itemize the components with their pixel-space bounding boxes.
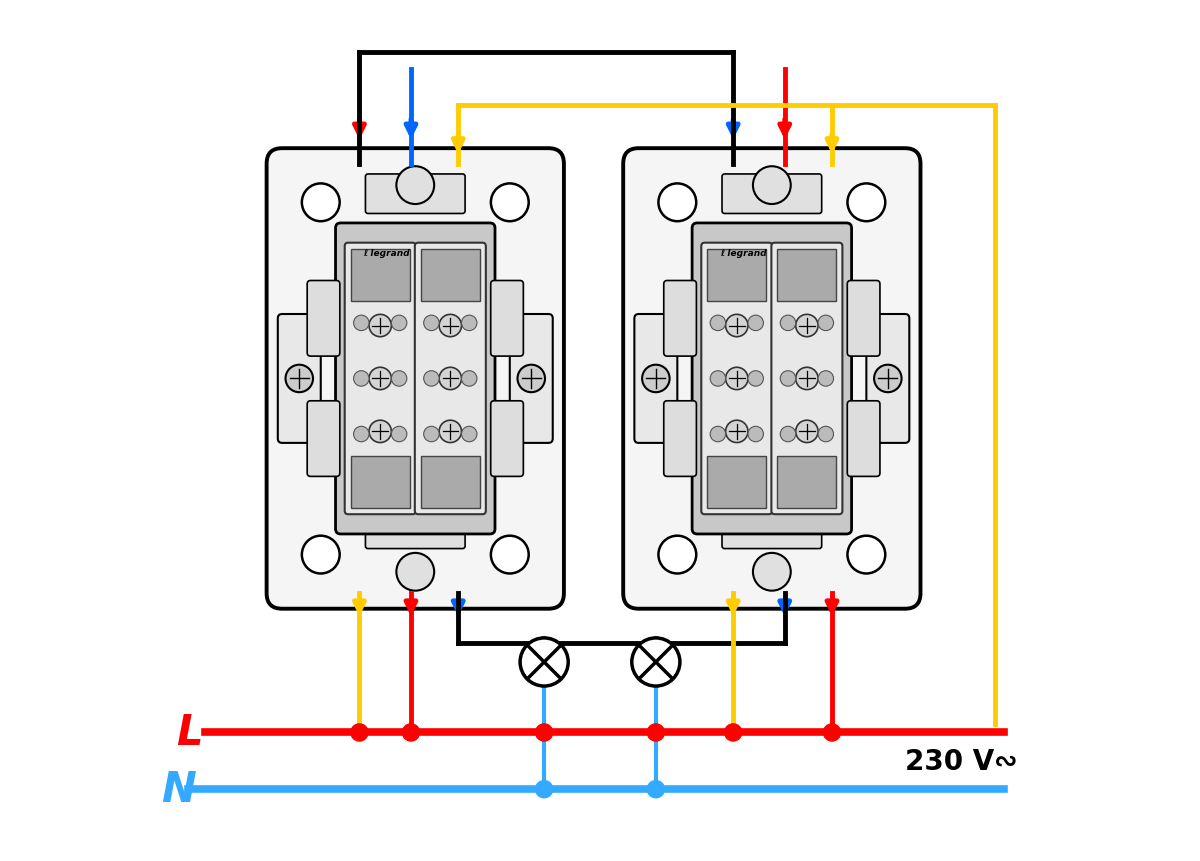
Circle shape — [710, 371, 726, 387]
Circle shape — [710, 316, 726, 331]
Circle shape — [391, 316, 407, 331]
FancyBboxPatch shape — [336, 224, 496, 535]
Circle shape — [710, 427, 726, 443]
FancyBboxPatch shape — [664, 282, 696, 356]
FancyBboxPatch shape — [866, 314, 910, 443]
FancyBboxPatch shape — [415, 244, 486, 515]
Circle shape — [748, 427, 763, 443]
FancyBboxPatch shape — [350, 250, 409, 301]
Circle shape — [491, 184, 529, 222]
FancyBboxPatch shape — [421, 250, 480, 301]
Circle shape — [354, 427, 370, 443]
Circle shape — [752, 554, 791, 591]
Circle shape — [439, 368, 462, 390]
Circle shape — [302, 184, 340, 222]
Circle shape — [642, 365, 670, 393]
Circle shape — [462, 427, 476, 443]
Circle shape — [439, 421, 462, 443]
Circle shape — [391, 371, 407, 387]
Circle shape — [847, 536, 886, 573]
FancyBboxPatch shape — [847, 401, 880, 477]
Circle shape — [462, 371, 476, 387]
Circle shape — [726, 315, 748, 338]
Circle shape — [647, 781, 665, 798]
Circle shape — [818, 427, 834, 443]
FancyBboxPatch shape — [510, 314, 553, 443]
Circle shape — [659, 536, 696, 573]
FancyBboxPatch shape — [707, 456, 767, 509]
FancyBboxPatch shape — [692, 224, 852, 535]
FancyBboxPatch shape — [350, 456, 409, 509]
FancyBboxPatch shape — [491, 282, 523, 356]
Circle shape — [818, 316, 834, 331]
Circle shape — [370, 315, 391, 338]
Circle shape — [748, 316, 763, 331]
Circle shape — [462, 316, 476, 331]
Circle shape — [796, 315, 818, 338]
FancyBboxPatch shape — [277, 314, 320, 443]
FancyBboxPatch shape — [664, 401, 696, 477]
Circle shape — [535, 781, 553, 798]
FancyBboxPatch shape — [778, 456, 836, 509]
Circle shape — [424, 316, 439, 331]
Circle shape — [535, 724, 553, 741]
Circle shape — [391, 427, 407, 443]
FancyBboxPatch shape — [701, 244, 773, 515]
Circle shape — [748, 371, 763, 387]
Circle shape — [396, 554, 434, 591]
Circle shape — [302, 536, 340, 573]
Circle shape — [370, 368, 391, 390]
FancyBboxPatch shape — [491, 401, 523, 477]
Circle shape — [818, 371, 834, 387]
Circle shape — [520, 638, 569, 686]
Circle shape — [354, 371, 370, 387]
Circle shape — [354, 316, 370, 331]
Circle shape — [874, 365, 901, 393]
Circle shape — [402, 724, 420, 741]
Text: 230 V∾: 230 V∾ — [905, 747, 1018, 775]
FancyBboxPatch shape — [722, 510, 822, 549]
FancyBboxPatch shape — [772, 244, 842, 515]
FancyBboxPatch shape — [778, 250, 836, 301]
Text: L: L — [176, 712, 203, 753]
Circle shape — [780, 371, 796, 387]
Circle shape — [370, 421, 391, 443]
Circle shape — [491, 536, 529, 573]
Circle shape — [752, 167, 791, 205]
FancyBboxPatch shape — [635, 314, 677, 443]
Circle shape — [823, 724, 840, 741]
Circle shape — [439, 315, 462, 338]
Circle shape — [424, 427, 439, 443]
Circle shape — [780, 427, 796, 443]
Circle shape — [424, 371, 439, 387]
Circle shape — [396, 167, 434, 205]
FancyBboxPatch shape — [307, 401, 340, 477]
Text: ℓ legrand: ℓ legrand — [364, 248, 409, 257]
FancyBboxPatch shape — [344, 244, 415, 515]
Circle shape — [726, 368, 748, 390]
Circle shape — [517, 365, 545, 393]
FancyBboxPatch shape — [623, 149, 920, 609]
FancyBboxPatch shape — [707, 250, 767, 301]
Circle shape — [631, 638, 680, 686]
Circle shape — [847, 184, 886, 222]
FancyBboxPatch shape — [366, 510, 466, 549]
Text: N: N — [162, 768, 197, 810]
FancyBboxPatch shape — [307, 282, 340, 356]
Circle shape — [796, 421, 818, 443]
FancyBboxPatch shape — [722, 175, 822, 214]
Circle shape — [350, 724, 368, 741]
Text: ℓ legrand: ℓ legrand — [720, 248, 767, 257]
Circle shape — [725, 724, 742, 741]
Circle shape — [780, 316, 796, 331]
Circle shape — [659, 184, 696, 222]
Circle shape — [796, 368, 818, 390]
Circle shape — [726, 421, 748, 443]
Circle shape — [647, 724, 665, 741]
FancyBboxPatch shape — [366, 175, 466, 214]
FancyBboxPatch shape — [421, 456, 480, 509]
FancyBboxPatch shape — [266, 149, 564, 609]
FancyBboxPatch shape — [847, 282, 880, 356]
Circle shape — [286, 365, 313, 393]
